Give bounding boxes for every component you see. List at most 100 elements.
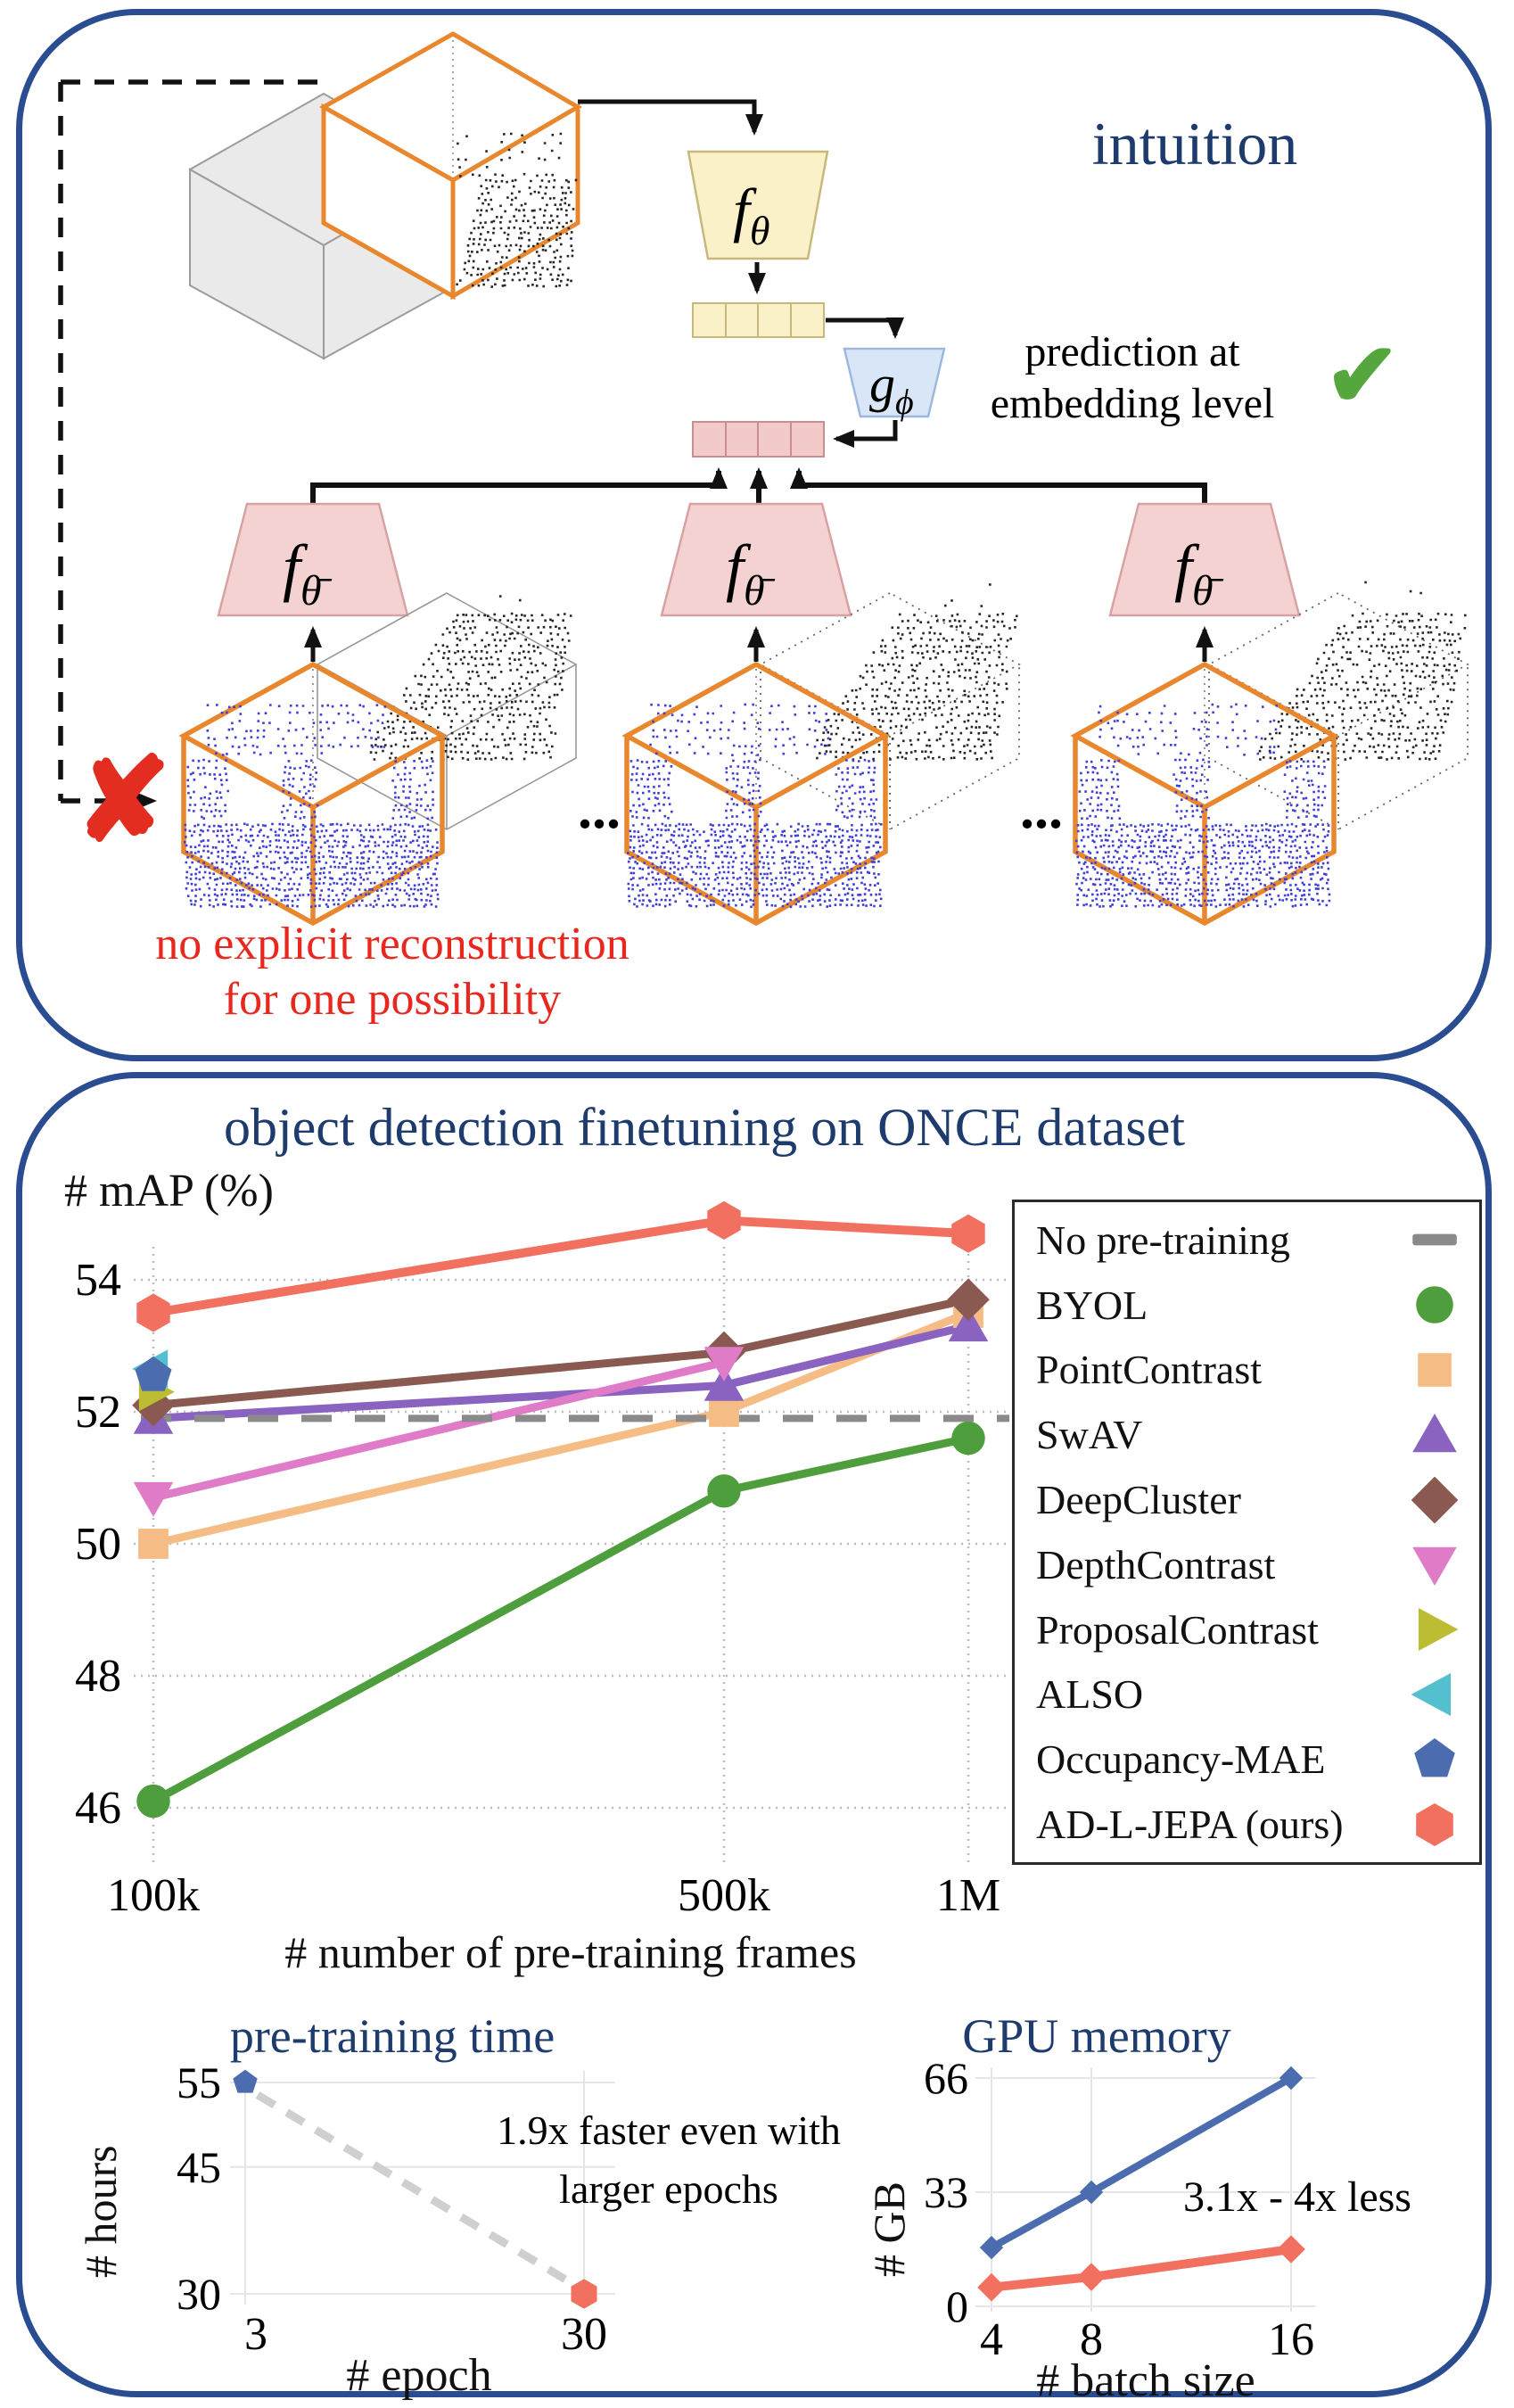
predictor-label: gϕ xyxy=(869,355,914,422)
legend-label: PointContrast xyxy=(1036,1347,1263,1393)
series-line-PointContrast xyxy=(149,1308,973,1548)
no-reconstruction-line1: no explicit reconstruction xyxy=(155,919,629,969)
legend-label: ProposalContrast xyxy=(1036,1606,1319,1653)
legend-marker xyxy=(1416,1286,1453,1324)
check-icon: ✔ xyxy=(1325,326,1400,425)
context-point-cloud xyxy=(456,132,578,288)
point-cloud-cube xyxy=(178,592,578,927)
blue-point-cloud xyxy=(627,703,883,909)
series-line-AD-L-JEPA (ours) xyxy=(987,2245,1296,2292)
main-chart-title: object detection finetuning on ONCE data… xyxy=(223,1098,1186,1157)
xtick-label: 4 xyxy=(980,2314,1003,2365)
target-encoder-block: fθ̄ xyxy=(660,502,852,617)
legend-label: DeepCluster xyxy=(1036,1477,1241,1523)
legend-marker xyxy=(1411,1672,1451,1716)
ytick-label: 50 xyxy=(75,1519,121,1570)
target-encoder-block: fθ̄ xyxy=(217,502,409,617)
xtick-label: 3 xyxy=(244,2309,267,2360)
embedding-to-predictor-arrow xyxy=(826,317,904,339)
legend-marker xyxy=(1412,1413,1457,1452)
context-to-encoder-arrow xyxy=(578,99,763,136)
legend-marker-pentagon xyxy=(1414,1737,1455,1777)
legend-marker-dash xyxy=(1412,1233,1457,1246)
legend-label: BYOL xyxy=(1036,1282,1148,1328)
legend-item-No pre-training: No pre-training xyxy=(1015,1208,1479,1271)
time-chart-xlabel: # epoch xyxy=(346,2350,492,2401)
datapoint-AD-L-JEPA (ours) xyxy=(136,1293,170,1332)
context-box-outline xyxy=(1070,661,1339,811)
legend-label: DepthContrast xyxy=(1036,1541,1276,1587)
legend-label: Occupancy-MAE xyxy=(1036,1736,1326,1783)
target-box-outline xyxy=(759,591,1021,738)
ytick-label: 54 xyxy=(75,1255,121,1306)
no-reconstruction-caption: no explicit reconstruction for one possi… xyxy=(71,917,713,1027)
masked-point-cloud-cube xyxy=(187,31,582,360)
ytick-label: 66 xyxy=(924,2053,968,2103)
gpu-annotation: 3.1x - 4x less xyxy=(1183,2173,1411,2221)
legend-marker-circle xyxy=(1416,1286,1453,1324)
blue-point-cloud xyxy=(1075,703,1331,908)
predictor-to-prediction-arrow xyxy=(833,420,898,448)
encoder-block: fθ xyxy=(687,150,829,260)
cube-to-encoder-arrows xyxy=(304,626,1214,662)
datapoint-PointContrast xyxy=(709,1397,739,1427)
trend-dashed-line xyxy=(255,2091,574,2287)
datapoint-AD-L-JEPA (ours) xyxy=(951,1214,985,1253)
legend-item-ALSO: ALSO xyxy=(1015,1663,1479,1726)
datapoint-DeepCluster xyxy=(947,1278,990,1321)
datapoint-AD-L-JEPA (ours) xyxy=(707,1200,741,1240)
ytick-label: 48 xyxy=(75,1651,121,1702)
context-points xyxy=(456,132,578,288)
xtick-label: 8 xyxy=(1080,2314,1103,2365)
gpu-chart-ylabel: # GB xyxy=(864,2181,914,2278)
legend-marker xyxy=(1418,1353,1452,1387)
legend-marker-hexagon xyxy=(1416,1802,1453,1846)
datapoint-Occupancy-MAE xyxy=(1079,2180,1104,2205)
no-reconstruction-line2: for one possibility xyxy=(223,974,562,1025)
datapoint-BYOL xyxy=(707,1474,741,1508)
point-cloud-cube xyxy=(621,583,1021,927)
dashed-connector xyxy=(58,79,319,810)
legend-marker-triangle-left xyxy=(1411,1672,1451,1716)
legend-label: AD-L-JEPA (ours) xyxy=(1036,1802,1344,1848)
datapoint-Occupancy-MAE xyxy=(1279,2066,1304,2091)
legend-marker-triangle-down xyxy=(1412,1547,1457,1587)
encoder-label: fθ xyxy=(733,176,770,253)
ellipsis: ... xyxy=(1020,777,1063,840)
datapoint-SwAV xyxy=(704,1365,745,1401)
target-connectors xyxy=(310,467,1207,506)
time-chart-ylabel: # hours xyxy=(76,2145,126,2279)
datapoint-AD-L-JEPA (ours) xyxy=(977,2272,1006,2302)
legend-item-BYOL: BYOL xyxy=(1015,1274,1479,1336)
time-chart-title: pre-training time xyxy=(229,2009,555,2063)
pretraining-time-chart: 55 45 30 3 30 xyxy=(177,2058,615,2360)
datapoint-AD-L-JEPA (ours) xyxy=(1077,2263,1106,2291)
prediction-note-line1: prediction at xyxy=(1024,328,1240,375)
legend-item-SwAV: SwAV xyxy=(1015,1404,1479,1466)
legend-marker xyxy=(1416,1802,1453,1846)
ytick-label: 55 xyxy=(177,2058,221,2107)
datapoint xyxy=(571,2279,597,2309)
legend-label: ALSO xyxy=(1036,1671,1144,1718)
series-line-BYOL xyxy=(149,1434,973,1806)
xtick-label: 100k xyxy=(107,1870,200,1921)
prediction-note-line2: embedding level xyxy=(990,380,1275,427)
series-line-Occupancy-MAE xyxy=(988,2074,1295,2252)
ytick-label: 30 xyxy=(177,2269,221,2319)
legend-item-DeepCluster: DeepCluster xyxy=(1015,1469,1479,1531)
ytick-label: 52 xyxy=(75,1387,121,1438)
main-chart-xlabel: # number of pre-training frames xyxy=(284,1927,857,1977)
legend-item-ProposalContrast: ProposalContrast xyxy=(1015,1598,1479,1661)
legend-marker-triangle-up xyxy=(1412,1413,1457,1452)
legend-marker xyxy=(1411,1476,1458,1523)
context-embedding-cells xyxy=(692,302,825,338)
time-annotation: 1.9x faster even with larger epochs xyxy=(497,2107,841,2212)
legend-label: No pre-training xyxy=(1036,1216,1290,1263)
once-finetuning-chart: 54 52 50 48 46 100k 500k 1M xyxy=(75,1200,1009,1921)
context-box xyxy=(318,31,582,301)
legend-item-Occupancy-MAE: Occupancy-MAE xyxy=(1015,1728,1479,1791)
legend-item-PointContrast: PointContrast xyxy=(1015,1339,1479,1401)
black-point-cloud xyxy=(816,583,1018,761)
blue-point-cloud xyxy=(184,704,440,908)
